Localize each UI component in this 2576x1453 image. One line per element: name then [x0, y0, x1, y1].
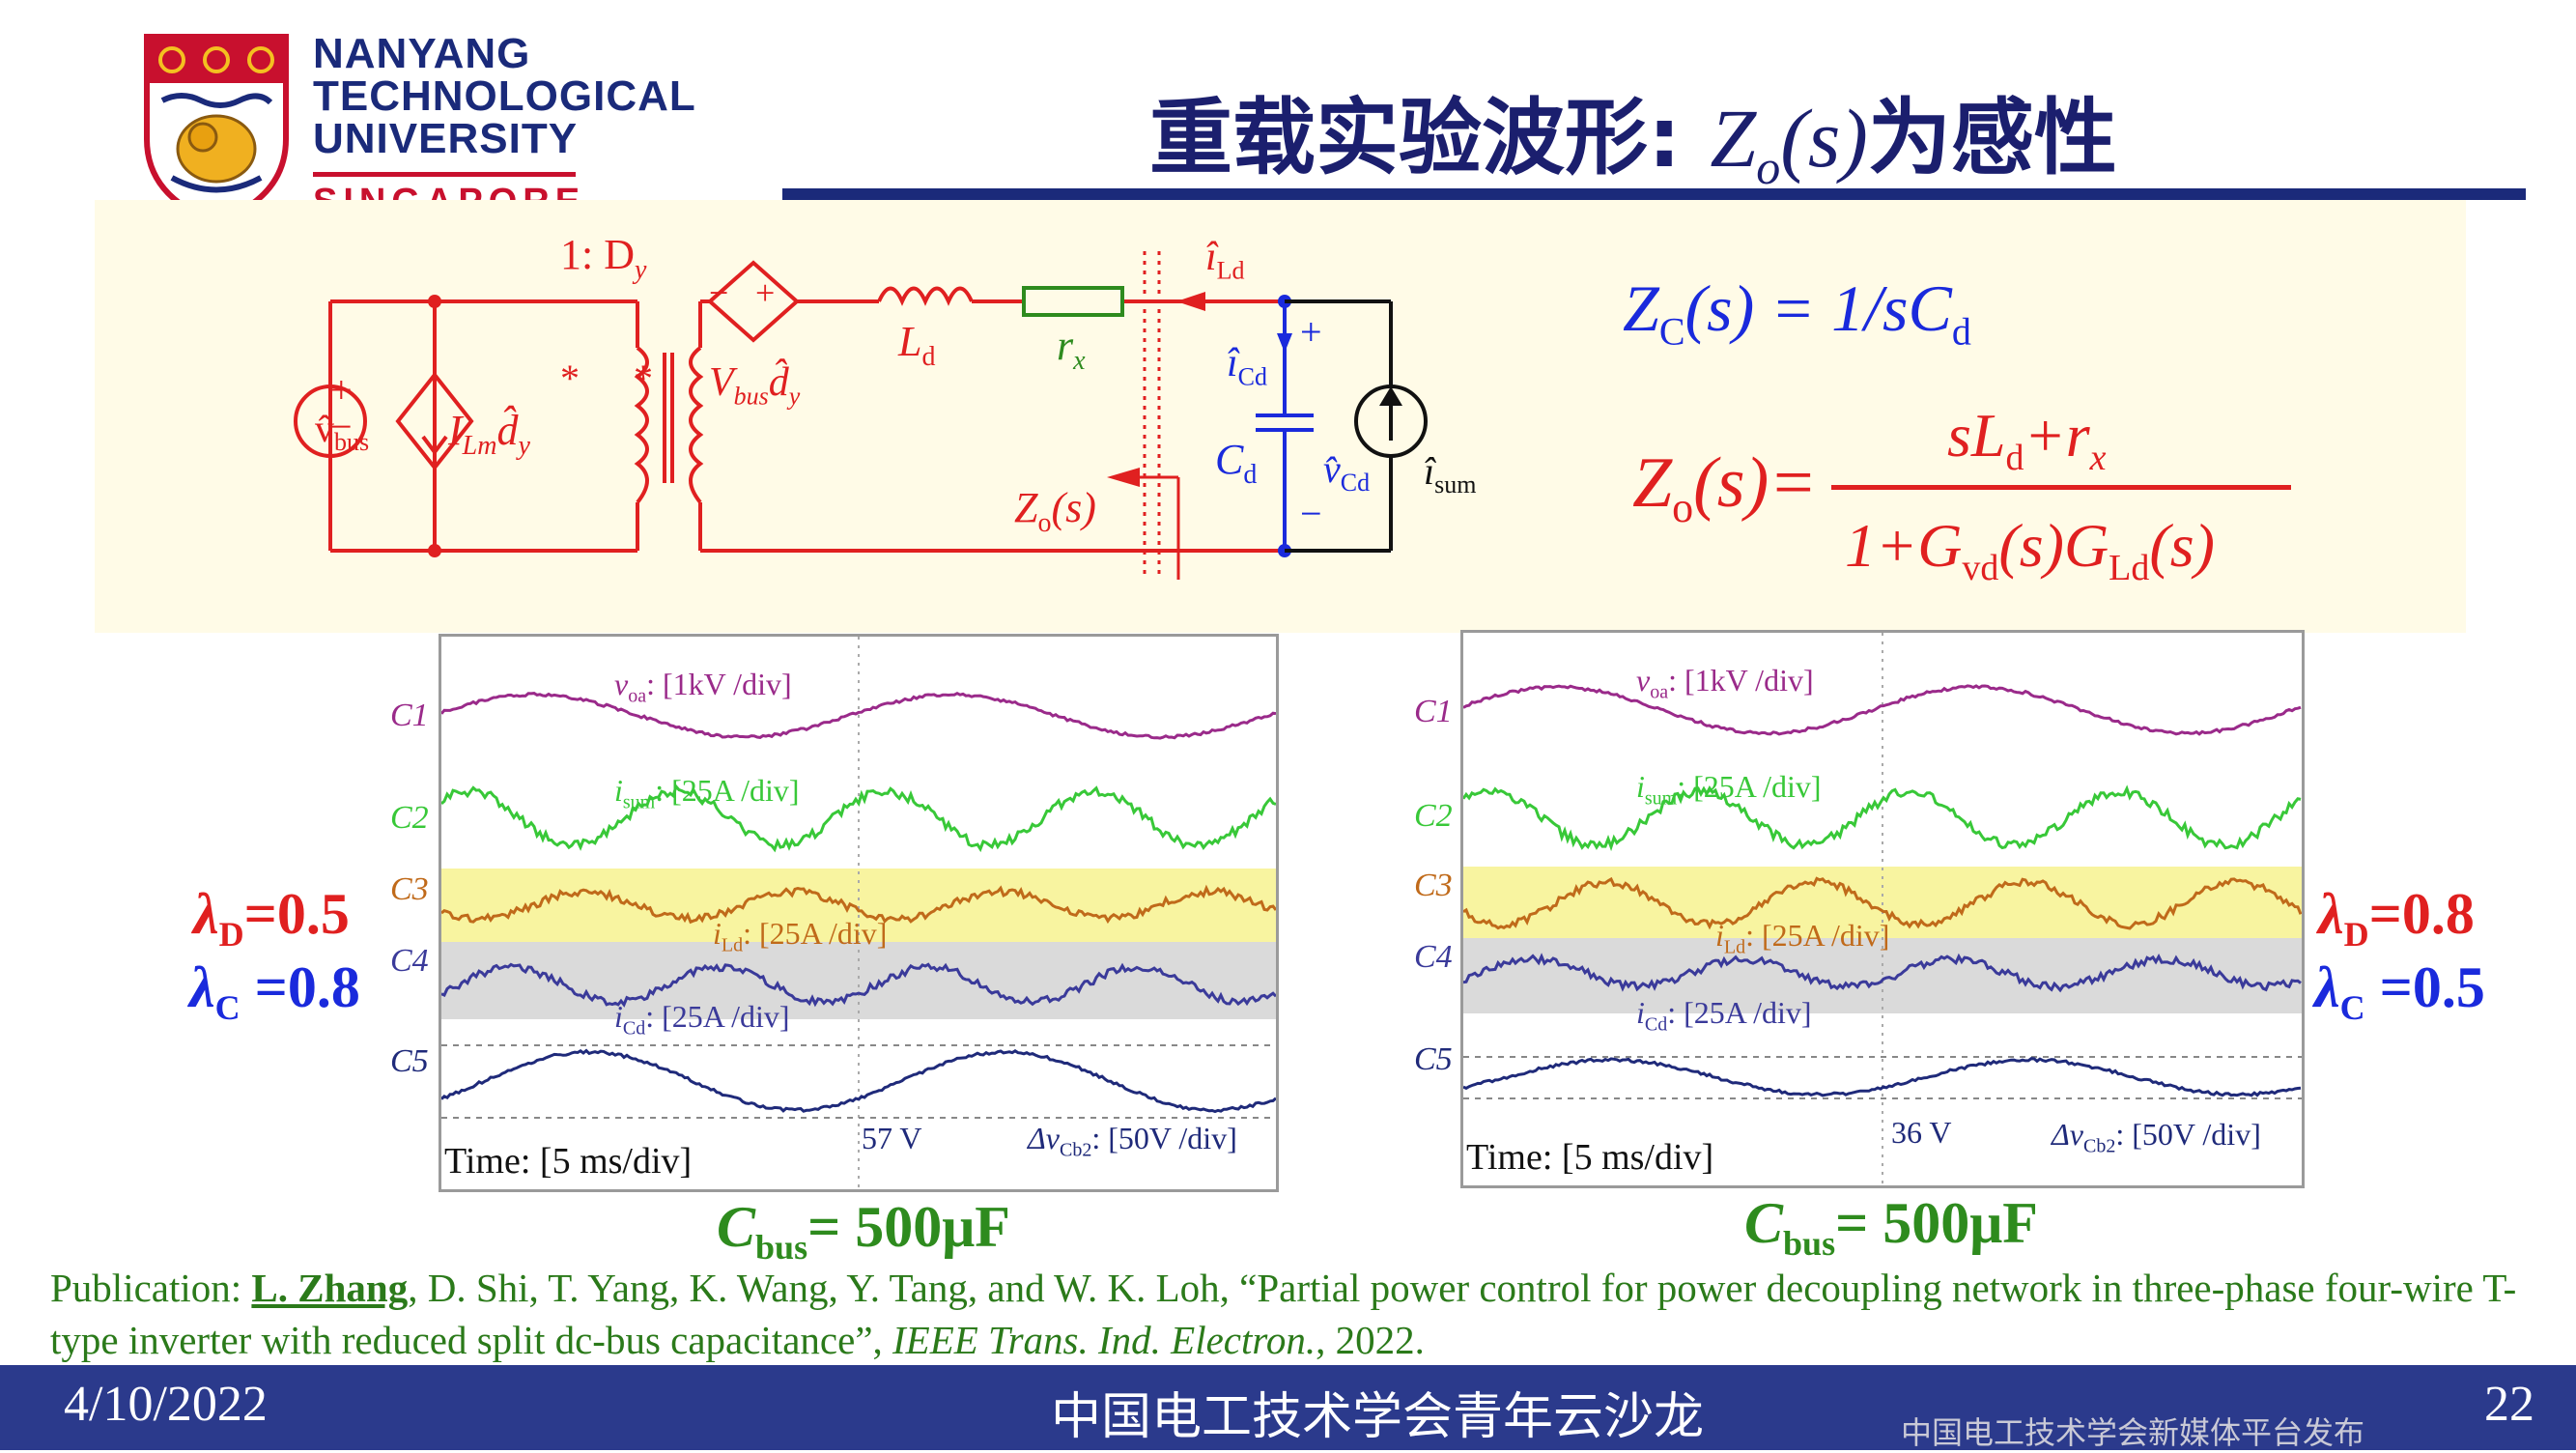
right-voa-label: voa: [1kV /div] [1636, 663, 1814, 703]
ilm-label: ILmd̂y [448, 406, 530, 462]
zo-numerator: sLd+rx [1947, 400, 2106, 479]
right-icd-label: iCd: [25A /div] [1636, 995, 1812, 1036]
left-delta-v: 57 V [862, 1121, 922, 1156]
right-ch4: C4 [1414, 939, 1453, 976]
zo-equation-lhs: Zo(s)= [1632, 442, 1817, 532]
page-title: 重载实验波形: Zo(s)为感性 [1149, 70, 2117, 195]
title-cn-suffix: 为感性 [1868, 90, 2117, 186]
left-ch4: C4 [390, 943, 429, 980]
title-paren: (s) [1780, 92, 1868, 185]
dep-minus: − [709, 272, 728, 313]
logo-line-3: UNIVERSITY [313, 118, 696, 160]
logo-line-1: NANYANG [313, 33, 696, 75]
footer-date: 4/10/2022 [64, 1376, 268, 1433]
title-underline [782, 188, 2526, 200]
left-cbus: Cbus= 500μF [717, 1194, 1010, 1268]
cd-label: Cd [1215, 435, 1257, 491]
ild-label: îLd [1205, 234, 1245, 285]
logo-divider [313, 172, 576, 177]
waveform-trace [1463, 686, 2301, 734]
icd-label: îCd [1227, 340, 1267, 391]
fraction-bar [1831, 485, 2291, 490]
right-time: Time: [5 ms/div] [1466, 1136, 1713, 1179]
publication-citation: Publication: L. Zhang, D. Shi, T. Yang, … [50, 1262, 2542, 1366]
scope-right-grid [1463, 633, 2302, 1185]
star-left: * [560, 356, 580, 401]
left-ch1: C1 [390, 698, 429, 734]
footer-publisher: 中国电工技术学会新媒体平台发布 [1901, 1409, 2364, 1453]
ld-label: Ld [898, 317, 935, 373]
rx-label: rx [1057, 321, 1086, 377]
right-ild-label: iLd: [25A /div] [1715, 918, 1889, 958]
zo-denominator: 1+Gvd(s)GLd(s) [1845, 510, 2215, 589]
zo-circuit-label: Zo(s) [1014, 483, 1096, 539]
dep-source-label: Vbusd̂y [709, 359, 800, 411]
scope-left-grid [441, 637, 1276, 1189]
right-ch2: C2 [1414, 798, 1453, 835]
publication-author[interactable]: L. Zhang [251, 1266, 408, 1310]
logo-line-2: TECHNOLOGICAL [313, 75, 696, 118]
footer-title: 中国电工技术学会青年云沙龙 [1051, 1376, 1704, 1448]
ntu-crest-icon [143, 33, 290, 224]
page-number: 22 [2484, 1376, 2534, 1433]
right-lambda-c: λC =0.5 [2314, 954, 2485, 1028]
right-ch5: C5 [1414, 1041, 1453, 1078]
vcd-label: v̂Cd [1323, 446, 1370, 498]
isum-label: îsum [1424, 448, 1476, 499]
left-isum-label: isum: [25A /div] [614, 773, 800, 813]
star-right: * [634, 356, 653, 401]
left-ch2: C2 [390, 800, 429, 837]
title-sub: o [1756, 140, 1780, 194]
right-dv-label: ΔvCb2: [50V /div] [2052, 1117, 2261, 1157]
logo-wordmark: NANYANG TECHNOLOGICAL UNIVERSITY [313, 33, 696, 160]
dep-plus: + [755, 272, 775, 313]
left-time: Time: [5 ms/div] [444, 1140, 692, 1182]
right-ch1: C1 [1414, 694, 1453, 730]
right-isum-label: isum: [25A /div] [1636, 769, 1822, 810]
right-ch3: C3 [1414, 868, 1453, 904]
left-lambda-c: λC =0.8 [189, 954, 360, 1028]
right-lambda-d: λD=0.8 [2318, 881, 2475, 954]
left-lambda-d: λD=0.5 [193, 881, 350, 954]
zc-equation: ZC(s) = 1/sCd [1623, 271, 1971, 355]
left-ild-label: iLd: [25A /div] [713, 916, 887, 956]
left-icd-label: iCd: [25A /div] [614, 999, 790, 1040]
left-dv-label: ΔvCb2: [50V /div] [1028, 1121, 1237, 1161]
ratio-label: 1: Dy [560, 230, 646, 286]
right-delta-v: 36 V [1891, 1115, 1952, 1151]
title-cn-prefix: 重载实验波形: [1149, 90, 1710, 186]
source-minus: − [330, 404, 353, 449]
cap-minus: − [1300, 491, 1322, 536]
left-ch5: C5 [390, 1043, 429, 1080]
left-ch3: C3 [390, 871, 429, 908]
title-z: Z [1710, 92, 1756, 185]
left-voa-label: voa: [1kV /div] [614, 667, 792, 707]
cap-plus: + [1300, 309, 1322, 355]
right-cbus: Cbus= 500μF [1744, 1190, 2038, 1264]
